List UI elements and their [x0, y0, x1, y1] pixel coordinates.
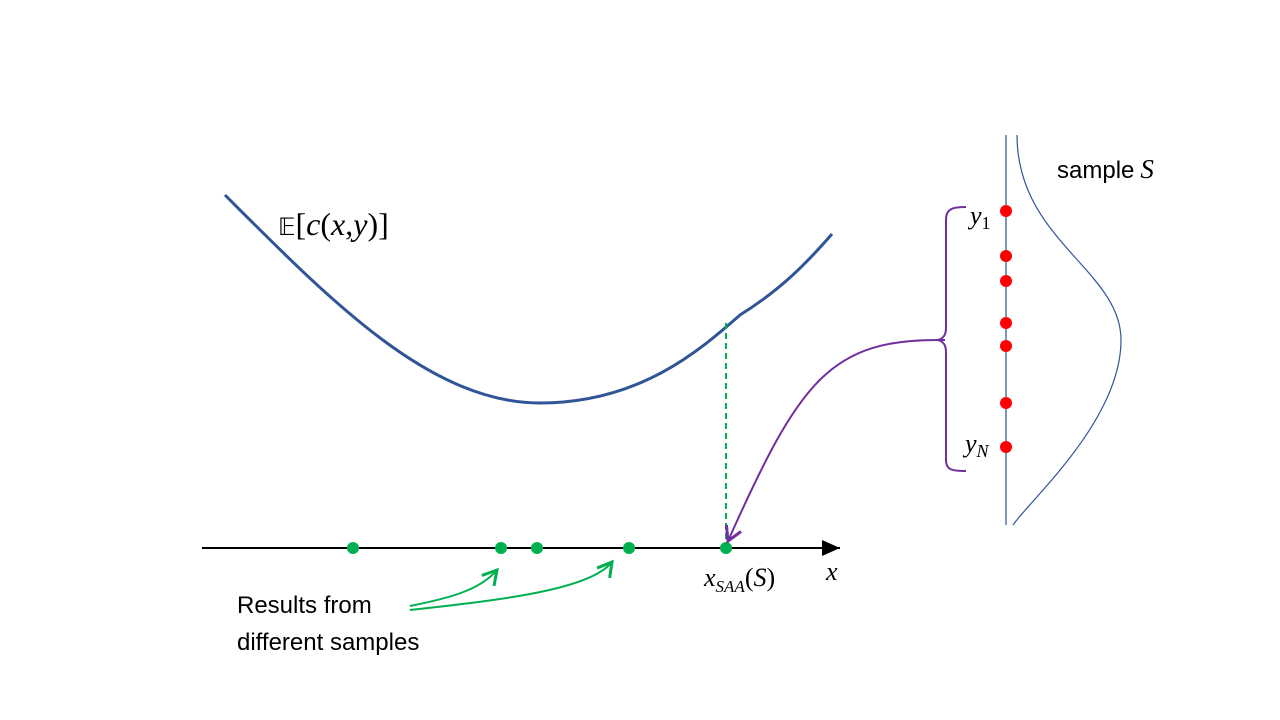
solution-dot: [495, 542, 507, 554]
sample-symbol: S: [1140, 154, 1154, 184]
curve-label: 𝔼[c(x,y)]: [278, 206, 389, 242]
axis-label: x: [825, 557, 838, 586]
caption-arrow: [409, 567, 499, 607]
bracket: [: [296, 206, 307, 242]
sample-word: sample: [1057, 157, 1134, 184]
sample-point: [1000, 317, 1012, 329]
first-sample-label: y1: [967, 201, 991, 233]
variable: y: [350, 206, 368, 242]
sample-point: [1000, 205, 1012, 217]
sample-point: [1000, 441, 1012, 453]
caption-line: different samples: [237, 629, 419, 656]
symbol: y: [967, 201, 982, 230]
subscript: SAA: [716, 577, 746, 596]
sample-points: [1000, 205, 1012, 453]
solution-dot: [347, 542, 359, 554]
expectation-symbol: 𝔼: [278, 215, 296, 241]
comma: ,: [345, 206, 353, 242]
last-sample-label: yN: [962, 429, 990, 461]
index: N: [976, 441, 990, 461]
solution-dot: [531, 542, 543, 554]
solution-label: xSAA(S): [703, 563, 775, 596]
solution-dot: [720, 542, 732, 554]
argument: S: [754, 563, 767, 592]
function: c: [306, 206, 320, 242]
sample-point: [1000, 340, 1012, 352]
solution-dot: [623, 542, 635, 554]
bracket: ]: [378, 206, 389, 242]
sample-point: [1000, 250, 1012, 262]
solution-dots: [347, 542, 732, 554]
paren: ): [367, 206, 378, 242]
sample-label: sample S: [1057, 154, 1154, 184]
variable: x: [330, 206, 345, 242]
paren: (: [745, 563, 754, 592]
paren: (: [320, 206, 331, 242]
sample-point: [1000, 397, 1012, 409]
sample-point: [1000, 275, 1012, 287]
symbol: y: [962, 429, 977, 458]
density-curve: [1012, 134, 1122, 526]
symbol: x: [703, 563, 716, 592]
index: 1: [982, 213, 991, 233]
paren: ): [767, 563, 776, 592]
brace-arrow: [724, 338, 946, 544]
caption-line: Results from: [237, 592, 372, 619]
expected-cost-curve: [223, 193, 834, 405]
caption-arrow: [409, 559, 614, 611]
